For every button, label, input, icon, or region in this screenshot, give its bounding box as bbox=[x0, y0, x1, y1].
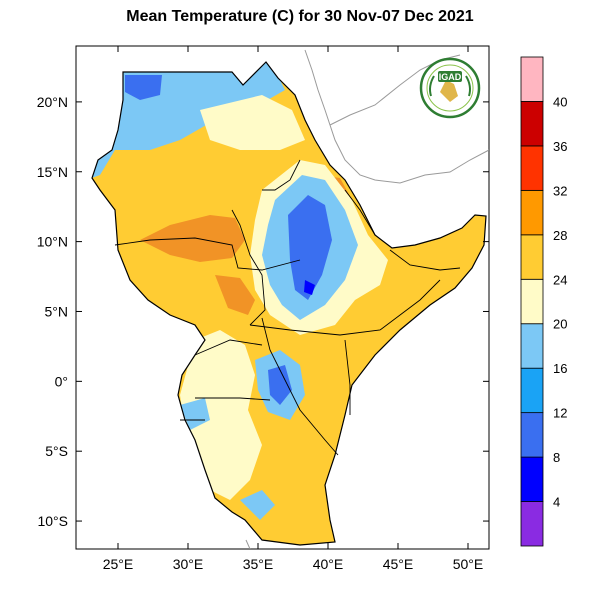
colorbar-label: 20 bbox=[553, 317, 567, 332]
colorbar-swatch bbox=[520, 234, 544, 280]
colorbar-label: 12 bbox=[553, 406, 567, 421]
zone-12-16-ethiopia bbox=[288, 195, 332, 300]
zone-8-12-ethiopia bbox=[304, 280, 315, 295]
colorbar-label: 36 bbox=[553, 139, 567, 154]
colorbar-swatch bbox=[520, 189, 544, 236]
igad-logo-icon: IGAD bbox=[419, 57, 481, 119]
lat-tick-label: 10°S bbox=[37, 513, 68, 529]
colorbar-swatch bbox=[520, 323, 544, 369]
colorbar: 4 8 12 16 20 24 28 32 36 40 bbox=[520, 56, 567, 547]
colorbar-swatch bbox=[520, 145, 544, 191]
lon-tick-label: 40°E bbox=[313, 556, 344, 572]
lon-tick-label: 35°E bbox=[243, 556, 274, 572]
lon-tick-label: 25°E bbox=[103, 556, 134, 572]
lat-tick-label: 5°N bbox=[45, 303, 69, 319]
colorbar-label: 28 bbox=[553, 228, 567, 243]
lon-tick-label: 50°E bbox=[453, 556, 484, 572]
lat-tick-label: 0° bbox=[55, 373, 68, 389]
colorbar-swatch bbox=[520, 412, 544, 458]
zone-20-24-north bbox=[200, 95, 305, 150]
colorbar-swatch bbox=[520, 501, 544, 547]
lat-tick-label: 5°S bbox=[45, 443, 68, 459]
igad-logo-text: IGAD bbox=[439, 72, 462, 82]
colorbar-swatch bbox=[520, 367, 544, 414]
colorbar-swatch bbox=[520, 56, 544, 102]
zone-16-20-lake bbox=[180, 398, 210, 430]
colorbar-label: 16 bbox=[553, 361, 567, 376]
map-title: Mean Temperature (C) for 30 Nov-07 Dec 2… bbox=[126, 8, 474, 25]
colorbar-label: 8 bbox=[553, 450, 560, 465]
colorbar-label: 24 bbox=[553, 272, 567, 287]
zone-12-16-north bbox=[125, 75, 162, 100]
country-borders bbox=[114, 159, 461, 456]
lon-tick-label: 30°E bbox=[173, 556, 204, 572]
lat-tick-label: 20°N bbox=[37, 94, 68, 110]
colorbar-label: 32 bbox=[553, 183, 567, 198]
colorbar-swatch bbox=[520, 278, 544, 325]
zone-12-16-kenya bbox=[268, 365, 292, 405]
zone-28-32-ssudan bbox=[215, 275, 255, 315]
colorbar-swatch bbox=[520, 101, 544, 147]
lon-tick-label: 45°E bbox=[383, 556, 414, 572]
colorbar-label: 40 bbox=[553, 94, 567, 109]
lat-tick-label: 10°N bbox=[37, 234, 68, 250]
lat-tick-label: 15°N bbox=[37, 164, 68, 180]
map-axes: 25°E 30°E 35°E 40°E 45°E 50°E 20°N 15°N 10°N 5°N 0… bbox=[37, 46, 489, 572]
zone-16-20-south bbox=[240, 490, 275, 520]
colorbar-swatch bbox=[520, 456, 544, 502]
colorbar-label: 4 bbox=[553, 495, 560, 510]
